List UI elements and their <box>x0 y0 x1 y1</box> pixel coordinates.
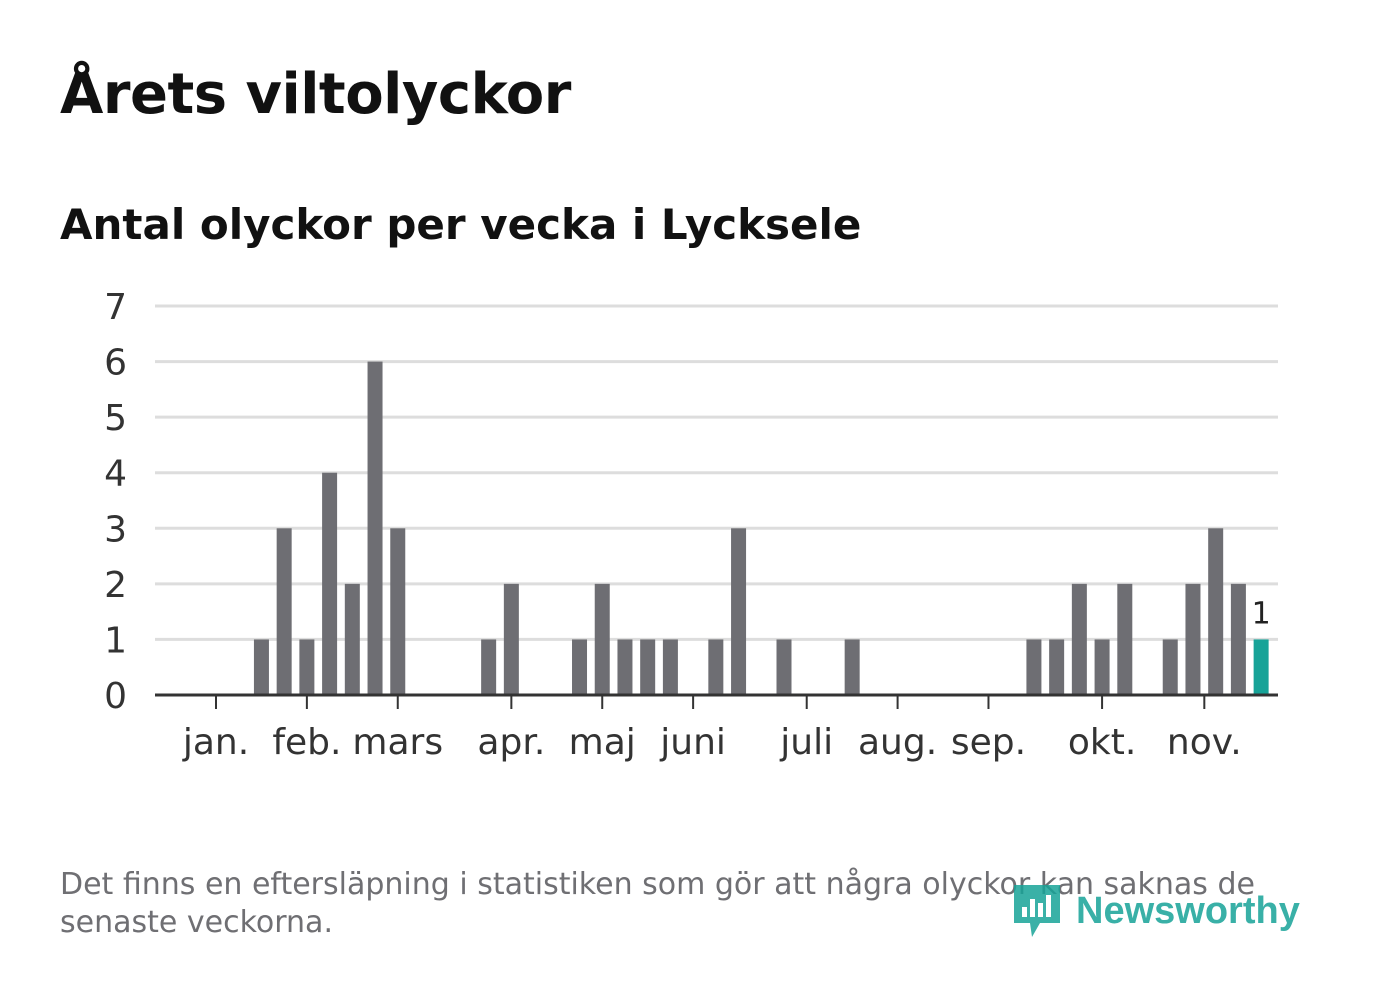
bar-layer <box>253 361 1269 695</box>
bar <box>776 639 792 695</box>
bar <box>367 361 383 695</box>
y-tick-label: 4 <box>104 454 127 495</box>
bar <box>322 472 338 695</box>
bar <box>1117 583 1133 695</box>
bar <box>662 639 678 695</box>
bar <box>253 639 269 695</box>
x-tick-label: juni <box>659 722 726 763</box>
x-tick-label: juli <box>779 722 833 763</box>
x-tick-label: mars <box>352 722 443 763</box>
bar <box>708 639 724 695</box>
bar-data-label: 1 <box>1252 596 1271 631</box>
y-tick-label: 3 <box>104 509 127 550</box>
bar <box>503 583 519 695</box>
bar <box>1071 583 1087 695</box>
bar <box>1230 583 1246 695</box>
bar <box>344 583 360 695</box>
y-tick-label: 2 <box>104 565 127 606</box>
axis-layer: 0 1 2 3 4 5 6 7 1 jan. feb. mars apr. maj juni juli aug.… <box>104 287 1278 763</box>
x-tick-label: aug. <box>858 722 937 763</box>
bar <box>1049 639 1065 695</box>
x-tick-label: maj <box>569 722 636 763</box>
bar <box>572 639 588 695</box>
bar <box>390 528 406 695</box>
chart-title: Årets viltolyckor <box>60 62 571 127</box>
bar <box>640 639 656 695</box>
y-tick-label: 5 <box>104 398 127 439</box>
y-tick-label: 0 <box>104 676 127 717</box>
x-tick-label: sep. <box>951 722 1026 763</box>
bar <box>1185 583 1201 695</box>
y-tick-label: 6 <box>104 343 127 384</box>
bar-highlight <box>1253 639 1269 695</box>
bar <box>617 639 633 695</box>
x-tick-label: nov. <box>1167 722 1242 763</box>
bar <box>299 639 315 695</box>
x-tick-label: okt. <box>1068 722 1136 763</box>
newsworthy-logo-icon <box>1014 885 1060 937</box>
bar <box>844 639 860 695</box>
bar <box>276 528 292 695</box>
newsworthy-logo: Newsworthy <box>1010 878 1330 944</box>
x-tick-label: feb. <box>272 722 341 763</box>
bar <box>1208 528 1224 695</box>
bar <box>481 639 497 695</box>
y-tick-label: 1 <box>104 620 127 661</box>
grid-layer <box>155 304 1278 641</box>
chart-subtitle: Antal olyckor per vecka i Lycksele <box>60 200 862 249</box>
bar <box>594 583 610 695</box>
x-tick-label: jan. <box>182 722 249 763</box>
y-tick-label: 7 <box>104 287 127 328</box>
bar <box>1026 639 1042 695</box>
bar <box>731 528 747 695</box>
logo-text: Newsworthy <box>1076 889 1300 932</box>
bar <box>1094 639 1110 695</box>
x-tick-label: apr. <box>477 722 545 763</box>
bar <box>1162 639 1178 695</box>
